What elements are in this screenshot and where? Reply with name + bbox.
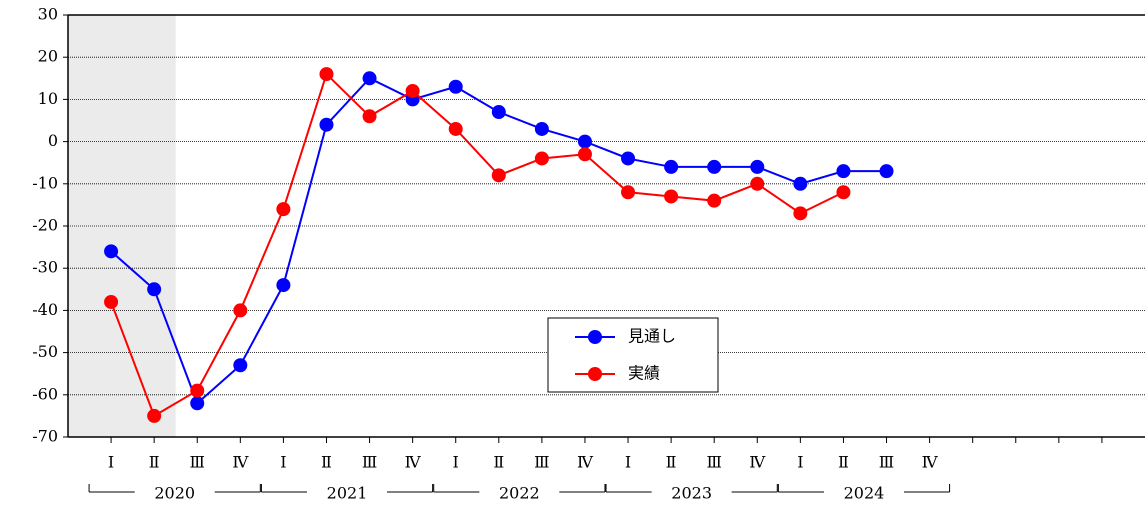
x-tick-label: Ⅲ [190, 453, 205, 472]
x-tick-label: Ⅰ [625, 453, 631, 472]
y-tick-label: 30 [38, 5, 58, 24]
x-tick-label: Ⅲ [534, 453, 549, 472]
y-tick-label: -10 [32, 173, 58, 192]
data-point [190, 383, 205, 398]
data-point [793, 206, 808, 221]
data-point [319, 117, 334, 132]
data-point [405, 83, 420, 98]
data-point [621, 185, 636, 200]
data-point [147, 282, 162, 297]
y-tick-label: 0 [48, 131, 58, 150]
data-point [707, 193, 722, 208]
data-point [104, 294, 119, 309]
y-tick-label: 10 [38, 89, 58, 108]
data-point [448, 121, 463, 136]
data-point [577, 134, 592, 149]
x-tick-label: Ⅱ [321, 453, 332, 472]
series-line [110, 72, 844, 418]
data-point [534, 121, 549, 136]
y-tick-label: -30 [32, 258, 58, 277]
x-tick-label: Ⅰ [453, 453, 459, 472]
legend-marker [588, 330, 602, 344]
data-point [362, 71, 377, 86]
data-point [233, 303, 248, 318]
x-tick-label: Ⅲ [879, 453, 894, 472]
x-tick-label: Ⅰ [280, 453, 286, 472]
data-point [836, 164, 851, 179]
x-tick-label: Ⅰ [108, 453, 114, 472]
x-tick-label: Ⅱ [149, 453, 160, 472]
y-tick-label: -40 [32, 300, 58, 319]
series-line [110, 77, 887, 405]
y-tick-label: -20 [32, 216, 58, 235]
y-tick-label: -60 [32, 384, 58, 403]
data-point [836, 185, 851, 200]
year-label: 2020 [154, 484, 195, 503]
data-point [491, 105, 506, 120]
data-point [664, 189, 679, 204]
data-point [448, 79, 463, 94]
data-point [319, 67, 334, 82]
x-tick-label: Ⅲ [706, 453, 721, 472]
data-point [750, 176, 765, 191]
x-tick-label: Ⅰ [797, 453, 803, 472]
year-label: 2021 [327, 484, 368, 503]
year-label: 2022 [499, 484, 540, 503]
data-point [664, 159, 679, 174]
year-label: 2023 [671, 484, 712, 503]
x-tick-label: Ⅳ [232, 453, 249, 472]
x-tick-label: Ⅱ [493, 453, 504, 472]
data-point [793, 176, 808, 191]
y-tick-label: -50 [32, 342, 58, 361]
x-tick-label: Ⅱ [666, 453, 677, 472]
data-point [276, 278, 291, 293]
data-point [362, 109, 377, 124]
data-point [750, 159, 765, 174]
legend-label: 見通し [628, 327, 676, 346]
data-point [276, 202, 291, 217]
x-tick-label: Ⅳ [577, 453, 594, 472]
data-point [491, 168, 506, 183]
x-tick-label: Ⅲ [362, 453, 377, 472]
y-tick-label: 20 [38, 47, 58, 66]
legend-label: 実績 [628, 364, 660, 383]
x-tick-label: Ⅳ [749, 453, 766, 472]
data-point [104, 244, 119, 259]
data-point [147, 408, 162, 423]
data-point [879, 164, 894, 179]
x-tick-label: Ⅳ [922, 453, 939, 472]
x-tick-label: Ⅳ [405, 453, 422, 472]
legend-box [547, 317, 719, 393]
x-tick-label: Ⅱ [838, 453, 849, 472]
data-point [233, 358, 248, 373]
data-point [190, 396, 205, 411]
legend-marker [588, 367, 602, 381]
year-label: 2024 [844, 484, 885, 503]
data-point [621, 151, 636, 166]
shaded-region [68, 15, 176, 437]
data-point [534, 151, 549, 166]
data-point [707, 159, 722, 174]
data-point [577, 147, 592, 162]
y-tick-label: -70 [32, 427, 58, 446]
